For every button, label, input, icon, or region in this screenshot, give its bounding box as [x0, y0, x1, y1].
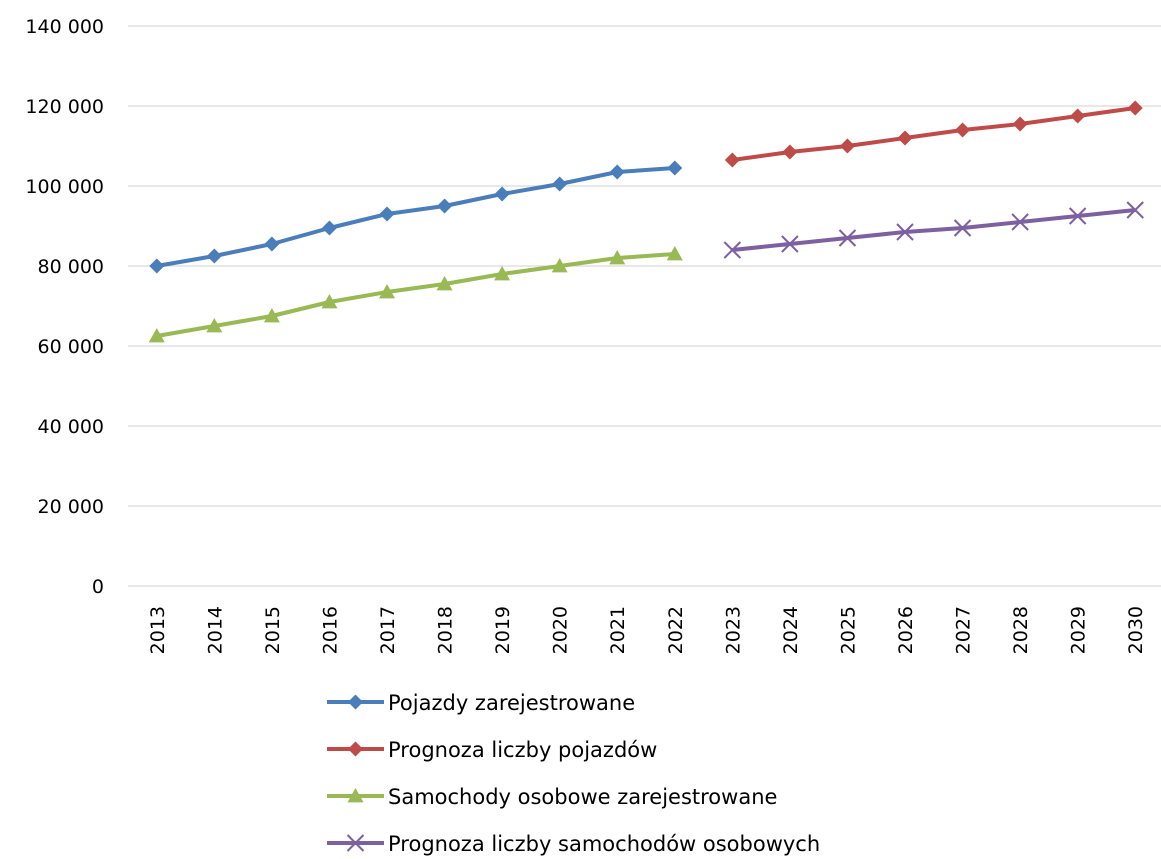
y-tick-label: 0	[92, 576, 104, 598]
data-point	[206, 318, 223, 333]
legend-marker	[348, 741, 363, 757]
x-tick-label: 2030	[1125, 606, 1147, 654]
x-tick-label: 2016	[319, 606, 341, 654]
series-group	[149, 160, 683, 274]
legend-label: Pojazdy zarejestrowane	[388, 691, 635, 715]
legend-label: Prognoza liczby samochodów osobowych	[388, 832, 820, 856]
series-line	[732, 208, 1136, 252]
data-point	[1070, 108, 1086, 124]
x-tick-label: 2024	[780, 606, 802, 654]
marker-stroke	[346, 834, 365, 852]
data-point	[953, 219, 972, 237]
data-point	[552, 176, 568, 192]
data-point	[321, 220, 337, 236]
x-tick-label: 2013	[147, 606, 169, 654]
data-point	[321, 294, 338, 309]
x-tick-label: 2021	[607, 606, 629, 654]
x-tick-label: 2026	[895, 606, 917, 654]
data-point	[724, 152, 740, 168]
data-point	[437, 198, 453, 214]
data-point	[379, 206, 395, 222]
series-group	[148, 246, 683, 343]
y-tick-label: 40 000	[38, 416, 104, 438]
legend-item: Prognoza liczby pojazdów	[327, 738, 657, 762]
data-point	[896, 223, 914, 241]
marker-stroke	[953, 219, 972, 237]
data-point	[1012, 116, 1028, 132]
marker-stroke	[896, 223, 914, 241]
data-point	[494, 186, 510, 202]
data-point	[436, 276, 453, 291]
data-point	[897, 130, 913, 146]
data-point	[551, 258, 568, 273]
marker-stroke	[1068, 207, 1087, 225]
x-tick-label: 2023	[722, 606, 744, 654]
gridlines	[128, 25, 1161, 587]
x-tick-label: 2019	[492, 606, 514, 654]
x-tick-label: 2020	[550, 606, 572, 654]
data-point	[379, 284, 395, 299]
legend-marker	[348, 694, 363, 710]
legend-label: Prognoza liczby pojazdów	[388, 738, 657, 762]
series-line	[156, 166, 675, 268]
y-tick-label: 100 000	[25, 176, 104, 198]
marker-stroke	[723, 241, 742, 259]
x-tick-label: 2025	[837, 606, 859, 654]
data-point	[609, 250, 626, 265]
x-tick-label: 2014	[204, 606, 226, 654]
legend-marker	[347, 788, 364, 803]
x-tick-label: 2015	[262, 606, 284, 654]
y-tick-label: 60 000	[38, 336, 104, 358]
y-tick-label: 80 000	[38, 256, 104, 278]
data-point	[206, 248, 222, 264]
legend-label: Samochody osobowe zarejestrowane	[388, 785, 777, 809]
x-tick-label: 2022	[665, 606, 687, 654]
series-line	[156, 252, 675, 338]
y-tick-label: 120 000	[25, 96, 104, 118]
data-point	[263, 308, 280, 323]
legend-item: Samochody osobowe zarejestrowane	[327, 785, 777, 809]
data-point	[609, 164, 625, 180]
x-tick-label: 2027	[953, 606, 975, 654]
x-tick-label: 2029	[1068, 606, 1090, 654]
series-group	[723, 201, 1144, 259]
x-tick-label: 2018	[435, 606, 457, 654]
data-point	[1127, 100, 1143, 116]
data-point	[148, 328, 165, 343]
data-point	[666, 246, 683, 261]
marker-stroke	[1011, 213, 1029, 231]
legend: Pojazdy zarejestrowane Prognoza liczby po…	[327, 691, 820, 856]
data-point	[955, 122, 971, 138]
data-point	[839, 138, 855, 154]
data-point	[838, 229, 857, 247]
data-point	[667, 160, 683, 176]
series-layer	[148, 100, 1144, 343]
y-tick-label: 20 000	[38, 496, 104, 518]
legend-marker	[346, 834, 365, 852]
legend-item: Prognoza liczby samochodów osobowych	[327, 832, 820, 856]
data-point	[264, 236, 280, 252]
legend-item: Pojazdy zarejestrowane	[327, 691, 635, 715]
data-point	[781, 235, 799, 253]
x-axis: 2013 2014 2015 2016 2017 2018 2019 2020 2021 2022…	[147, 606, 1147, 654]
series-group	[724, 100, 1143, 168]
x-tick-label: 2028	[1010, 606, 1032, 654]
marker-stroke	[838, 229, 857, 247]
y-tick-label: 140 000	[25, 16, 104, 38]
series-line	[732, 106, 1136, 162]
marker-stroke	[781, 235, 799, 253]
data-point	[1126, 201, 1144, 219]
data-point	[723, 241, 742, 259]
marker-stroke	[1126, 201, 1144, 219]
x-tick-label: 2017	[377, 606, 399, 654]
data-point	[782, 144, 798, 160]
data-point	[1068, 207, 1087, 225]
y-axis: 0 20 000 40 000 60 000 80 000 100 000 120 000 1…	[25, 16, 104, 598]
data-point	[149, 258, 165, 274]
data-point	[1011, 213, 1029, 231]
data-point	[494, 266, 511, 281]
